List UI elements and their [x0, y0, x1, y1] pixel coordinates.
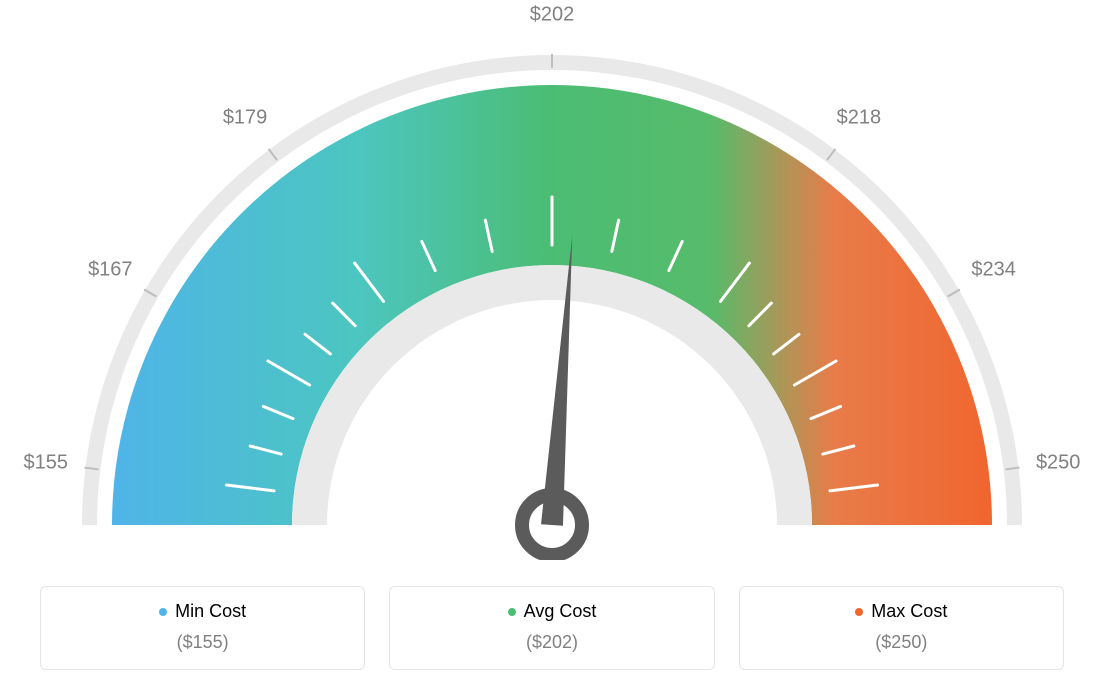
gauge-svg: [0, 0, 1104, 560]
gauge-tick-label: $155: [24, 451, 69, 474]
legend-card-avg: Avg Cost ($202): [389, 586, 714, 670]
gauge-tick-label: $167: [88, 259, 133, 282]
legend-max-label: Max Cost: [871, 601, 947, 622]
gauge-area: $155 $167 $179 $202 $218 $234 $250: [0, 0, 1104, 560]
legend-avg-label: Avg Cost: [524, 601, 597, 622]
legend-max-title: Max Cost: [855, 601, 947, 622]
legend-row: Min Cost ($155) Avg Cost ($202) Max Cost…: [40, 586, 1064, 670]
legend-card-min: Min Cost ($155): [40, 586, 365, 670]
legend-max-dot-icon: [855, 608, 863, 616]
legend-min-value: ($155): [51, 632, 354, 653]
gauge-tick-label: $250: [1036, 451, 1081, 474]
gauge-tick-label: $234: [971, 259, 1016, 282]
gauge-tick-label: $218: [837, 106, 882, 129]
legend-min-label: Min Cost: [175, 601, 246, 622]
gauge-tick-label: $179: [223, 106, 268, 129]
legend-avg-value: ($202): [400, 632, 703, 653]
legend-card-max: Max Cost ($250): [739, 586, 1064, 670]
legend-avg-dot-icon: [508, 608, 516, 616]
legend-min-title: Min Cost: [159, 601, 246, 622]
legend-min-dot-icon: [159, 608, 167, 616]
gauge-chart-container: $155 $167 $179 $202 $218 $234 $250 Min Cost ($…: [0, 0, 1104, 690]
gauge-tick-label: $202: [530, 4, 575, 27]
legend-max-value: ($250): [750, 632, 1053, 653]
legend-avg-title: Avg Cost: [508, 601, 597, 622]
